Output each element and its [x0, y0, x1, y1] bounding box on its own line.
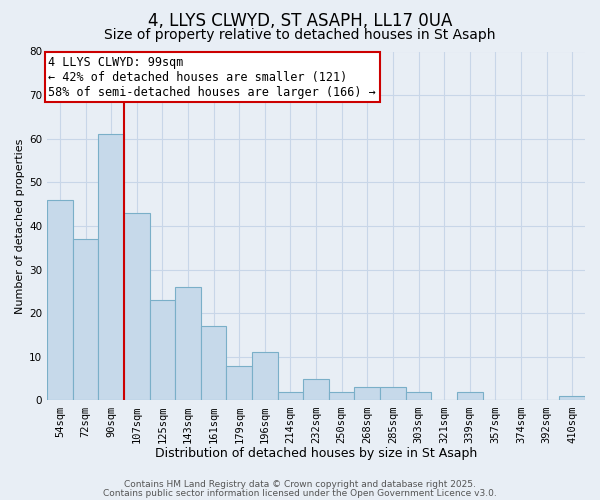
Text: Contains HM Land Registry data © Crown copyright and database right 2025.: Contains HM Land Registry data © Crown c… [124, 480, 476, 489]
Bar [329, 392, 355, 400]
Y-axis label: Number of detached properties: Number of detached properties [15, 138, 25, 314]
Bar [124, 213, 149, 400]
Text: Contains public sector information licensed under the Open Government Licence v3: Contains public sector information licen… [103, 488, 497, 498]
Bar [559, 396, 585, 400]
Bar [149, 300, 175, 400]
Bar [278, 392, 303, 400]
Bar [175, 287, 201, 401]
Bar [98, 134, 124, 400]
Text: 4 LLYS CLWYD: 99sqm
← 42% of detached houses are smaller (121)
58% of semi-detac: 4 LLYS CLWYD: 99sqm ← 42% of detached ho… [49, 56, 376, 99]
Bar [226, 366, 252, 400]
Bar [73, 239, 98, 400]
Bar [406, 392, 431, 400]
Text: Size of property relative to detached houses in St Asaph: Size of property relative to detached ho… [104, 28, 496, 42]
Bar [457, 392, 482, 400]
Bar [252, 352, 278, 401]
Bar [355, 388, 380, 400]
Bar [47, 200, 73, 400]
X-axis label: Distribution of detached houses by size in St Asaph: Distribution of detached houses by size … [155, 447, 477, 460]
Text: 4, LLYS CLWYD, ST ASAPH, LL17 0UA: 4, LLYS CLWYD, ST ASAPH, LL17 0UA [148, 12, 452, 30]
Bar [303, 378, 329, 400]
Bar [380, 388, 406, 400]
Bar [201, 326, 226, 400]
